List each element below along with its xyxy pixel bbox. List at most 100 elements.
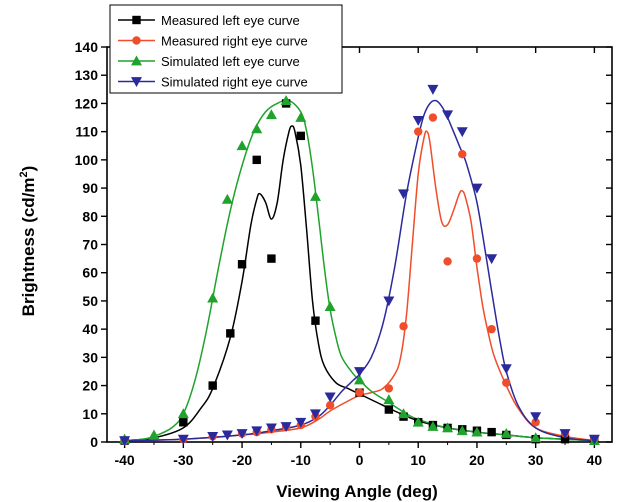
data-point: [456, 425, 468, 436]
data-point: [399, 322, 408, 331]
data-point: [177, 408, 189, 419]
data-point: [427, 420, 439, 431]
y-tick-label: 140: [75, 39, 99, 55]
data-point: [428, 113, 438, 122]
plot-area: -40 -30 -20 -10 0 10 20 30 40 0 10 20 30 40 50 60 70 80 90…: [75, 4, 613, 468]
data-point: [355, 388, 364, 397]
y-tick-label: 70: [82, 237, 98, 253]
x-tick-label: -20: [232, 452, 252, 468]
legend-label: Measured left eye curve: [161, 13, 300, 28]
data-point: [560, 434, 570, 444]
legend: Measured left eye curve Measured right ey…: [109, 4, 343, 94]
x-tick-label: 10: [410, 452, 426, 468]
y-tick-label: 40: [82, 321, 98, 337]
data-point: [456, 127, 468, 138]
legend-label: Measured right eye curve: [161, 34, 308, 49]
x-tick-label: -10: [291, 452, 311, 468]
data-point: [265, 109, 277, 120]
data-point: [208, 381, 217, 390]
y-tick-label: 130: [75, 67, 99, 83]
data-point: [324, 301, 336, 311]
data-point: [207, 292, 219, 303]
y-tick-label: 60: [82, 265, 98, 281]
data-point: [311, 316, 320, 325]
data-point: [383, 394, 395, 405]
y-tick-label: 0: [90, 434, 98, 450]
series-line-4: [124, 99, 595, 442]
series-line-2: [124, 130, 595, 442]
data-point: [414, 127, 423, 136]
series-markers-2: [120, 113, 599, 445]
data-point: [442, 422, 454, 433]
data-point: [251, 426, 263, 437]
data-point: [471, 183, 483, 194]
y-tick-label: 100: [75, 152, 99, 168]
data-point: [179, 418, 188, 427]
legend-marker: [132, 36, 141, 45]
data-point: [472, 254, 482, 263]
data-point: [412, 416, 424, 427]
data-point: [443, 257, 452, 266]
data-point: [458, 150, 467, 159]
data-point: [119, 436, 131, 447]
y-axis-title: Brightness (cd/m2): [18, 166, 38, 317]
legend-marker: [132, 15, 141, 25]
data-point: [325, 401, 335, 410]
data-point: [427, 84, 439, 95]
data-point: [383, 296, 395, 307]
data-point: [265, 423, 277, 434]
x-tick-label: 30: [528, 452, 544, 468]
data-point: [354, 374, 365, 385]
data-point: [471, 426, 483, 437]
data-point: [280, 422, 292, 432]
data-point: [487, 324, 496, 334]
series-markers-4: [119, 84, 600, 447]
y-tick-label: 10: [82, 406, 98, 422]
data-point: [530, 432, 542, 443]
data-point: [177, 434, 189, 445]
data-point: [221, 430, 233, 441]
x-tick-label: 40: [587, 452, 603, 468]
data-point: [267, 254, 276, 263]
data-point: [236, 429, 248, 440]
legend-marker: [131, 77, 142, 87]
x-tick-label: -30: [173, 452, 193, 468]
data-point: [500, 364, 512, 375]
x-tick-label: 20: [469, 452, 485, 468]
data-point: [148, 429, 160, 440]
data-point: [384, 405, 394, 414]
legend-label: Simulated left eye curve: [161, 54, 300, 69]
data-point: [500, 428, 512, 438]
data-point: [309, 409, 321, 420]
data-point: [442, 110, 454, 121]
data-point: [354, 367, 365, 377]
data-point: [398, 408, 410, 419]
y-tick-label: 80: [82, 208, 98, 224]
y-tick-label: 20: [82, 378, 98, 394]
data-point: [226, 329, 235, 338]
data-point: [207, 431, 219, 442]
data-point: [221, 193, 233, 204]
data-point: [296, 131, 305, 141]
data-point: [486, 254, 498, 265]
data-point: [295, 112, 307, 122]
x-tick-label: 0: [356, 452, 364, 468]
data-point: [324, 392, 336, 403]
x-axis-title: Viewing Angle (deg): [276, 482, 438, 501]
data-point: [236, 140, 248, 151]
x-tick-label: -40: [114, 452, 134, 468]
data-point: [502, 378, 511, 387]
y-tick-label: 110: [75, 124, 98, 140]
data-point: [251, 123, 263, 134]
data-point: [559, 429, 571, 440]
data-point: [295, 417, 307, 428]
data-point: [384, 384, 394, 393]
y-tick-label: 30: [82, 349, 98, 365]
data-point: [412, 115, 424, 126]
y-tick-label: 120: [75, 95, 99, 111]
legend-label: Simulated right eye curve: [161, 75, 308, 90]
data-point: [530, 412, 542, 423]
data-point: [487, 427, 496, 437]
data-point: [237, 260, 247, 269]
